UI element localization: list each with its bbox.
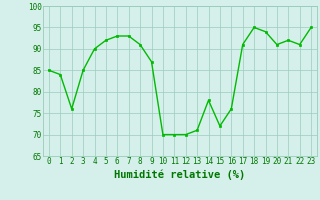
X-axis label: Humidité relative (%): Humidité relative (%) [114,169,246,180]
